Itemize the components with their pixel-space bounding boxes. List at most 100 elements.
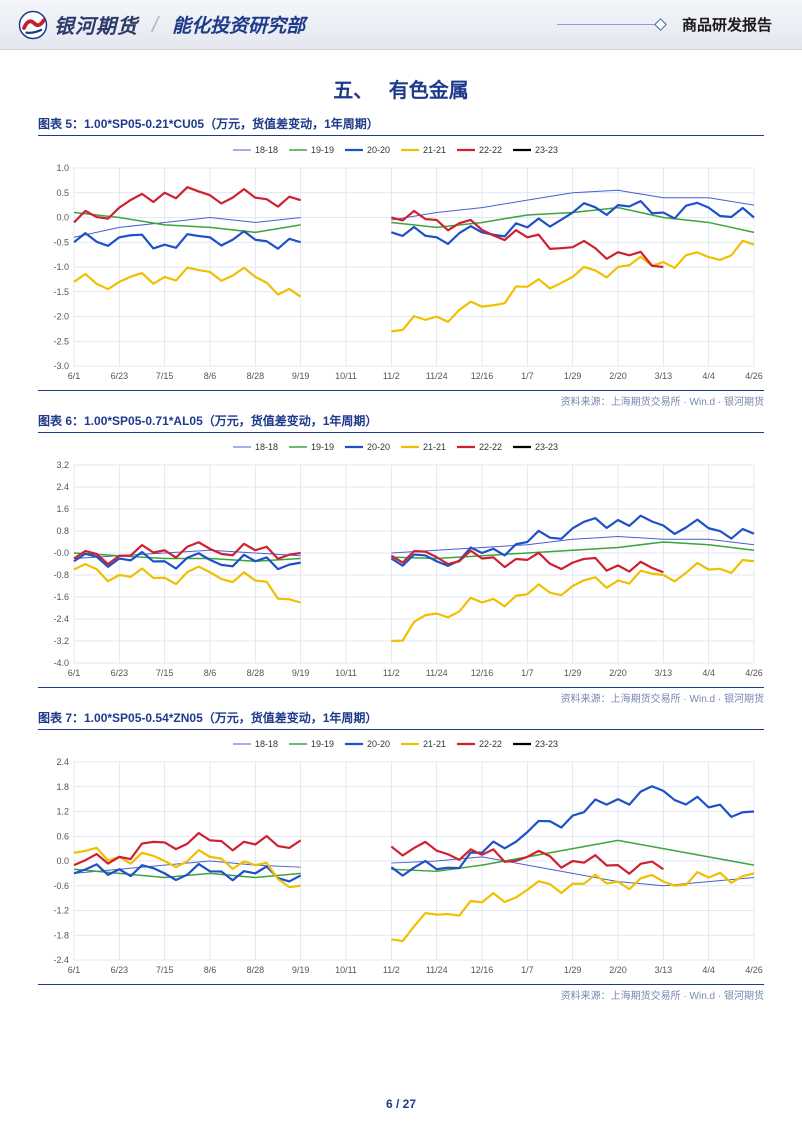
svg-text:3.2: 3.2 <box>56 460 69 470</box>
svg-text:-0.6: -0.6 <box>53 881 69 891</box>
svg-text:1.0: 1.0 <box>56 163 69 173</box>
svg-text:-1.2: -1.2 <box>53 906 69 916</box>
svg-text:6/23: 6/23 <box>111 965 129 975</box>
chart-caption: 图表 6：1.00*SP05-0.71*AL05（万元，货值差变动，1年周期） <box>38 412 764 433</box>
chart-caption: 图表 7：1.00*SP05-0.54*ZN05（万元，货值差变动，1年周期） <box>38 709 764 730</box>
svg-text:1.2: 1.2 <box>56 807 69 817</box>
svg-text:22-22: 22-22 <box>479 145 502 155</box>
page-number: 6 <box>386 1097 393 1111</box>
chart-caption: 图表 5：1.00*SP05-0.21*CU05（万元，货值差变动，1年周期） <box>38 115 764 136</box>
svg-text:1/7: 1/7 <box>521 371 534 381</box>
svg-text:21-21: 21-21 <box>423 145 446 155</box>
company-logo-icon <box>18 10 48 40</box>
svg-text:7/15: 7/15 <box>156 371 174 381</box>
svg-text:11/24: 11/24 <box>426 668 448 678</box>
svg-text:4/4: 4/4 <box>702 668 715 678</box>
svg-text:12/16: 12/16 <box>471 371 494 381</box>
svg-text:10/11: 10/11 <box>335 371 357 381</box>
page-sep: / <box>393 1097 403 1111</box>
chart-0: -3.0-2.5-2.0-1.5-1.0-0.50.00.51.06/16/23… <box>38 138 764 388</box>
svg-text:-2.0: -2.0 <box>53 312 69 322</box>
svg-text:1/29: 1/29 <box>564 371 582 381</box>
svg-text:9/19: 9/19 <box>292 965 310 975</box>
svg-text:-0.8: -0.8 <box>53 570 69 580</box>
svg-text:18-18: 18-18 <box>255 442 278 452</box>
svg-text:11/2: 11/2 <box>383 371 400 381</box>
svg-text:0.0: 0.0 <box>56 856 69 866</box>
svg-text:20-20: 20-20 <box>367 739 390 749</box>
svg-text:9/19: 9/19 <box>292 371 310 381</box>
svg-text:4/4: 4/4 <box>702 371 715 381</box>
svg-text:23-23: 23-23 <box>535 739 558 749</box>
svg-text:22-22: 22-22 <box>479 739 502 749</box>
svg-text:23-23: 23-23 <box>535 442 558 452</box>
svg-text:1/7: 1/7 <box>521 965 534 975</box>
svg-text:11/2: 11/2 <box>383 668 400 678</box>
svg-text:19-19: 19-19 <box>311 442 334 452</box>
chart-source: 资料来源：上海期货交易所 · Win.d · 银河期货 <box>38 390 764 408</box>
svg-text:23-23: 23-23 <box>535 145 558 155</box>
svg-text:1/29: 1/29 <box>564 965 582 975</box>
svg-text:4/26: 4/26 <box>745 668 763 678</box>
svg-text:0.5: 0.5 <box>56 188 69 198</box>
section-title: 五、 有色金属 <box>0 74 802 103</box>
svg-text:0.8: 0.8 <box>56 526 69 536</box>
svg-text:20-20: 20-20 <box>367 145 390 155</box>
svg-text:11/2: 11/2 <box>383 965 400 975</box>
svg-text:3/13: 3/13 <box>655 371 673 381</box>
report-type: 商品研发报告 <box>682 14 772 35</box>
page-footer: 6 / 27 <box>0 1097 802 1111</box>
svg-text:20-20: 20-20 <box>367 442 390 452</box>
svg-text:8/6: 8/6 <box>204 371 217 381</box>
page-total: 27 <box>403 1097 416 1111</box>
svg-text:18-18: 18-18 <box>255 145 278 155</box>
svg-text:11/24: 11/24 <box>426 371 448 381</box>
svg-text:-1.0: -1.0 <box>53 262 69 272</box>
svg-text:9/19: 9/19 <box>292 668 310 678</box>
svg-text:6/23: 6/23 <box>111 371 129 381</box>
chart-block-6: 图表 6：1.00*SP05-0.71*AL05（万元，货值差变动，1年周期） … <box>0 412 802 705</box>
chart-2: -2.4-1.8-1.2-0.60.00.61.21.82.46/16/237/… <box>38 732 764 982</box>
svg-text:-2.4: -2.4 <box>53 614 69 624</box>
svg-text:10/11: 10/11 <box>335 668 357 678</box>
svg-text:7/15: 7/15 <box>156 668 174 678</box>
svg-text:1/29: 1/29 <box>564 668 582 678</box>
company-name: 银河期货 <box>54 10 138 39</box>
svg-text:4/4: 4/4 <box>702 965 715 975</box>
svg-text:8/6: 8/6 <box>204 668 217 678</box>
svg-text:19-19: 19-19 <box>311 739 334 749</box>
svg-text:6/1: 6/1 <box>68 371 81 381</box>
svg-text:3/13: 3/13 <box>655 965 673 975</box>
svg-text:4/26: 4/26 <box>745 371 763 381</box>
svg-text:2/20: 2/20 <box>609 965 627 975</box>
svg-text:6/23: 6/23 <box>111 668 129 678</box>
svg-text:-4.0: -4.0 <box>53 658 69 668</box>
svg-text:-0.5: -0.5 <box>53 237 69 247</box>
svg-text:0.0: 0.0 <box>56 213 69 223</box>
chart-source: 资料来源：上海期货交易所 · Win.d · 银河期货 <box>38 984 764 1002</box>
svg-text:4/26: 4/26 <box>745 965 763 975</box>
decorative-line <box>557 20 664 29</box>
svg-text:21-21: 21-21 <box>423 739 446 749</box>
svg-text:2.4: 2.4 <box>56 757 69 767</box>
svg-text:19-19: 19-19 <box>311 145 334 155</box>
svg-text:-2.5: -2.5 <box>53 336 69 346</box>
svg-text:-0.0: -0.0 <box>53 548 69 558</box>
svg-text:-2.4: -2.4 <box>53 955 69 965</box>
svg-text:12/16: 12/16 <box>471 668 494 678</box>
svg-text:-1.6: -1.6 <box>53 592 69 602</box>
svg-text:12/16: 12/16 <box>471 965 494 975</box>
logo-area: 银河期货 <box>18 10 138 40</box>
svg-text:0.6: 0.6 <box>56 831 69 841</box>
chart-block-5: 图表 5：1.00*SP05-0.21*CU05（万元，货值差变动，1年周期） … <box>0 115 802 408</box>
svg-text:8/28: 8/28 <box>247 668 265 678</box>
svg-text:21-21: 21-21 <box>423 442 446 452</box>
header-divider: / <box>152 12 158 38</box>
svg-text:8/6: 8/6 <box>204 965 217 975</box>
svg-text:6/1: 6/1 <box>68 965 81 975</box>
svg-text:2/20: 2/20 <box>609 668 627 678</box>
svg-text:8/28: 8/28 <box>247 371 265 381</box>
svg-text:-3.2: -3.2 <box>53 636 69 646</box>
svg-text:7/15: 7/15 <box>156 965 174 975</box>
svg-text:-1.8: -1.8 <box>53 930 69 940</box>
